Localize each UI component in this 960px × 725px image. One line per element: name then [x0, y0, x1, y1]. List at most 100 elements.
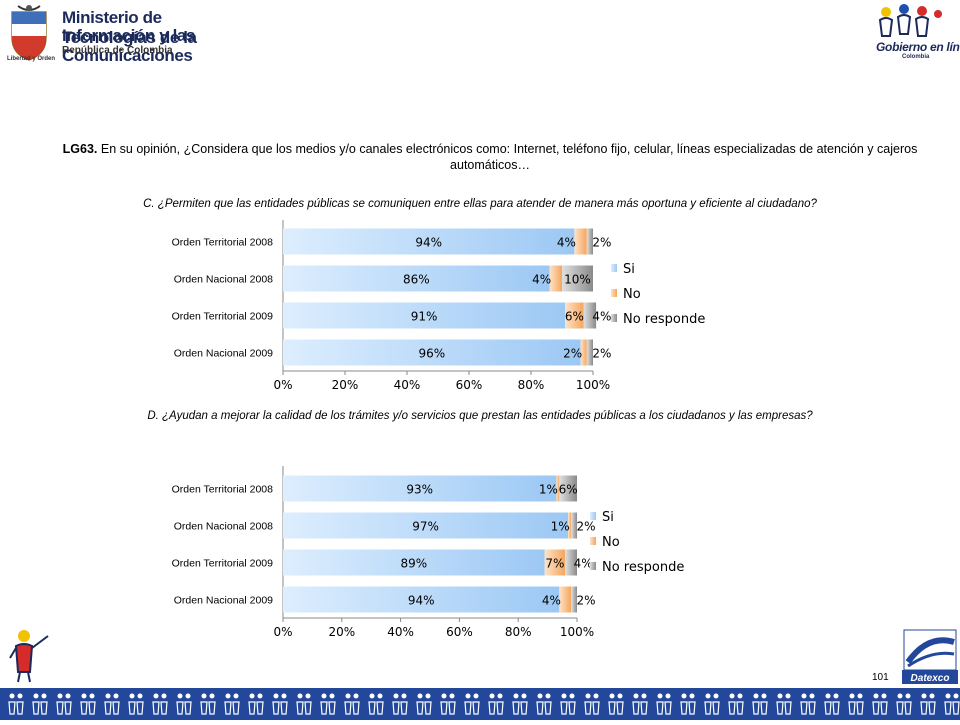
data-label: 2% — [563, 347, 582, 361]
legend-label: No responde — [623, 312, 705, 327]
footer-figure-icon — [560, 693, 576, 715]
x-tick-label: 40% — [394, 378, 421, 392]
footer-figure-icon — [488, 693, 504, 715]
data-label: 7% — [545, 557, 564, 571]
bar-segment-no — [559, 586, 572, 613]
legend-swatch — [590, 512, 596, 520]
data-label: 6% — [565, 310, 584, 324]
data-label: 2% — [577, 594, 596, 608]
x-tick-label: 20% — [332, 378, 359, 392]
legend-swatch — [611, 264, 617, 272]
datexco-logo: Datexco — [902, 629, 958, 684]
data-label: 2% — [592, 347, 611, 361]
category-label: Orden Territorial 2009 — [172, 558, 274, 570]
people-figures-icon — [878, 4, 942, 37]
footer-figure-icon — [848, 693, 864, 715]
footer-figure-icon — [224, 693, 240, 715]
question-code: LG63. — [62, 142, 98, 156]
seal-caption: Libertad y Orden — [6, 56, 55, 62]
bar-segment-no — [556, 475, 560, 502]
bar-segment-si — [283, 228, 575, 255]
legend-label: No — [623, 287, 641, 302]
question-text: LG63. En su opinión, ¿Considera que los … — [30, 141, 950, 173]
footer-figure-icon — [896, 693, 912, 715]
category-label: Orden Territorial 2008 — [172, 237, 274, 249]
people-pattern-icon — [8, 693, 960, 715]
footer-figure-icon — [56, 693, 72, 715]
ministry-logo: Libertad y Orden Ministerio de Tecnologí… — [4, 2, 254, 66]
datexco-label: Datexco — [911, 673, 950, 684]
footer-figure-icon — [8, 693, 24, 715]
footer-figure-icon — [920, 693, 936, 715]
footer-figure-icon — [752, 693, 768, 715]
question-body: En su opinión, ¿Considera que los medios… — [97, 142, 918, 172]
data-label: 89% — [400, 557, 427, 571]
data-label: 2% — [577, 520, 596, 534]
footer-figure-icon — [512, 693, 528, 715]
bar-segment-no-responde — [586, 339, 593, 366]
x-tick-label: 60% — [446, 625, 473, 639]
data-label: 10% — [564, 273, 591, 287]
ministry-country: República de Colombia — [62, 45, 173, 56]
footer-figure-icon — [200, 693, 216, 715]
footer-figure-icon — [128, 693, 144, 715]
x-tick-label: 0% — [273, 378, 292, 392]
data-label: 97% — [412, 520, 439, 534]
subquestion-d: D. ¿Ayudan a mejorar la calidad de los t… — [147, 410, 813, 422]
bar-segment-si — [283, 475, 557, 502]
bar-segment-no-responde — [559, 475, 577, 502]
footer-figure-icon — [632, 693, 648, 715]
footer-figure-icon — [392, 693, 408, 715]
x-tick-label: 40% — [387, 625, 414, 639]
chart-d: Orden Territorial 2008 93% 1% 6%Orden Nacio… — [172, 466, 684, 639]
legend-swatch — [611, 289, 617, 297]
category-label: Orden Nacional 2009 — [174, 348, 273, 360]
data-label: 94% — [408, 594, 435, 608]
footer-figure-icon — [152, 693, 168, 715]
footer-figure-icon — [104, 693, 120, 715]
chart-c: Orden Territorial 2008 94% 4% 2% Orden Nacio… — [172, 220, 705, 392]
gobierno-en-linea-country: Colombia — [902, 54, 930, 60]
x-tick-label: 80% — [505, 625, 532, 639]
footer-figure-icon — [248, 693, 264, 715]
x-tick-label: 100% — [576, 378, 610, 392]
category-label: Orden Territorial 2009 — [172, 311, 274, 323]
person-figure-icon — [9, 630, 49, 683]
data-label: 93% — [406, 483, 433, 497]
footer-figure-icon — [344, 693, 360, 715]
x-tick-label: 0% — [273, 625, 292, 639]
legend-swatch — [611, 314, 617, 322]
footer-figure-icon — [536, 693, 552, 715]
bar-segment-no — [568, 512, 572, 539]
bar-segment-no-responde — [562, 265, 593, 292]
category-label: Orden Nacional 2008 — [174, 274, 273, 286]
footer-figure-icon — [776, 693, 792, 715]
ministry-name-line2: Información y las Comunicaciones — [62, 26, 196, 65]
bar-segment-no-responde — [565, 549, 577, 576]
footer-figure-icon — [464, 693, 480, 715]
bar-segment-si — [283, 339, 581, 366]
category-label: Orden Nacional 2009 — [174, 595, 273, 607]
data-label: 4% — [574, 557, 593, 571]
bar-segment-si — [283, 586, 560, 613]
footer-figure-icon — [608, 693, 624, 715]
footer-figure-icon — [176, 693, 192, 715]
page-number: 101 — [872, 672, 889, 683]
data-label: 4% — [557, 236, 576, 250]
bar-segment-si — [283, 549, 545, 576]
bar-segment-no-responde — [571, 586, 577, 613]
footer-figure-icon — [320, 693, 336, 715]
legend-label: No responde — [602, 560, 684, 575]
legend-swatch — [590, 562, 596, 570]
footer-figure-icon — [416, 693, 432, 715]
data-label: 4% — [542, 594, 561, 608]
bar-segment-no-responde — [571, 512, 577, 539]
bar-segment-no-responde — [586, 228, 593, 255]
category-label: Orden Nacional 2008 — [174, 521, 273, 533]
legend-label: Si — [623, 262, 635, 277]
bar-segment-si — [283, 265, 550, 292]
footer-figure-icon — [728, 693, 744, 715]
footer-figure-icon — [440, 693, 456, 715]
data-label: 2% — [592, 236, 611, 250]
bar-segment-no-responde — [583, 302, 597, 329]
